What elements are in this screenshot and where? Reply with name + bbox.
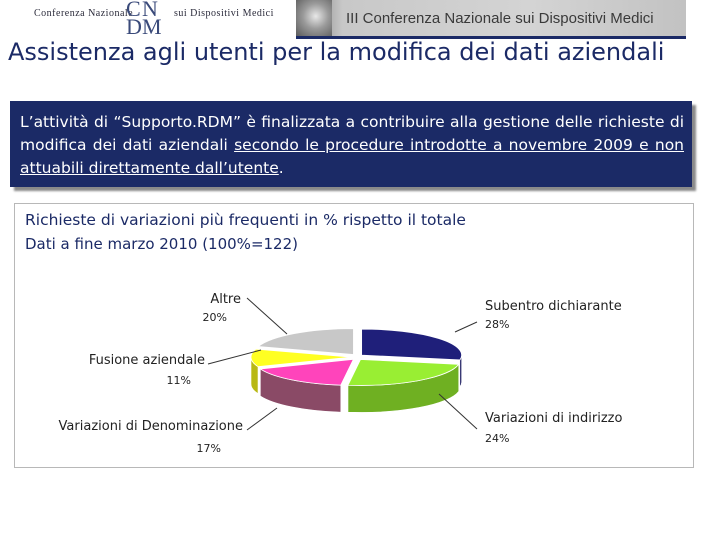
intro-box: L’attività di “Supporto.RDM” è finalizza… [10, 101, 692, 187]
logo-right-text: sui Dispositivi Medici [174, 8, 274, 19]
pie-value-subentro-dichiarante: 28% [485, 318, 509, 331]
pie-slice-altre [257, 328, 354, 356]
pie-slice-variazioni-di-denominazione [259, 358, 354, 386]
logo-letter-m: M [142, 14, 162, 39]
intro-text-before: L’attività di “Supporto.RDM” è finalizza… [20, 113, 684, 154]
intro-text: L’attività di “Supporto.RDM” è finalizza… [20, 111, 684, 180]
chart-title: Richieste di variazioni più frequenti in… [25, 211, 466, 229]
pie-label-altre: Altre [210, 292, 241, 307]
leader-line-altre [246, 297, 288, 335]
logo-mark: C N D M [124, 0, 174, 39]
leader-line-variazioni-di-denominazione [246, 407, 278, 431]
pie-value-variazioni-di-indirizzo: 24% [485, 432, 509, 445]
leader-line-variazioni-di-indirizzo [438, 393, 478, 430]
pie-value-fusione-aziendale: 11% [167, 374, 191, 387]
intro-text-after: . [278, 159, 284, 177]
banner-photo [296, 0, 332, 36]
banner-text: III Conferenza Nazionale sui Dispositivi… [346, 10, 654, 27]
pie-slice-fusione-aziendale [250, 348, 352, 368]
page-title: Assistenza agli utenti per la modifica d… [8, 38, 665, 66]
chart-subtitle: Dati a fine marzo 2010 (100%=122) [25, 235, 298, 253]
pie-label-fusione-aziendale: Fusione aziendale [89, 353, 205, 368]
pie-value-altre: 20% [203, 311, 227, 324]
pie-slice-subentro-dichiarante [361, 328, 462, 361]
header: Conferenza Nazionale C N D M sui Disposi… [0, 0, 720, 39]
pie-label-variazioni-di-denominazione: Variazioni di Denominazione [59, 419, 243, 434]
pie-value-variazioni-di-denominazione: 17% [197, 442, 221, 455]
pie-slice-variazioni-di-indirizzo [347, 359, 460, 386]
logo-letter-n: N [142, 0, 158, 21]
chart-container: Richieste di variazioni più frequenti in… [14, 203, 694, 468]
pie-label-subentro-dichiarante: Subentro dichiarante [485, 299, 622, 314]
logo-letter-d: D [126, 14, 142, 39]
pie-chart: Subentro dichiarante 28% Variazioni di ind… [59, 292, 623, 455]
leader-line-subentro-dichiarante [454, 321, 478, 333]
logo-left-text: Conferenza Nazionale [34, 8, 134, 19]
logo-letter-c: C [126, 0, 141, 21]
intro-text-underlined: secondo le procedure introdotte a novemb… [20, 136, 684, 177]
conference-banner: III Conferenza Nazionale sui Dispositivi… [296, 0, 686, 36]
leader-line-fusione-aziendale [207, 349, 262, 365]
banner-strip [296, 36, 686, 39]
pie-label-variazioni-di-indirizzo: Variazioni di indirizzo [485, 411, 622, 426]
